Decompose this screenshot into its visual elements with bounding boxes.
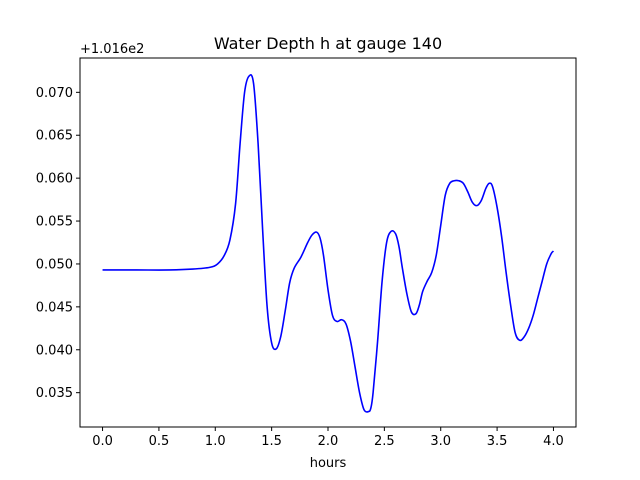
y-axis-offset-label: +1.016e2	[80, 42, 144, 57]
series-line-water-depth	[102, 74, 555, 413]
x-tick-label: 3.0	[430, 434, 451, 449]
y-tick-label: 0.050	[36, 257, 73, 272]
chart-title: Water Depth h at gauge 140	[214, 34, 442, 53]
x-tick-label: 0.5	[149, 434, 170, 449]
y-tick-label: 0.070	[36, 86, 73, 101]
y-axis-ticks: 0.035 0.040 0.045 0.050 0.055 0.060 0.065 0.070	[36, 86, 80, 401]
y-tick-label: 0.040	[36, 343, 73, 358]
x-tick-label: 4.0	[543, 434, 564, 449]
y-tick-label: 0.060	[36, 172, 73, 187]
x-tick-label: 1.5	[261, 434, 282, 449]
x-axis-label: hours	[310, 456, 347, 471]
x-axis-ticks: 0.0 0.5 1.0 1.5 2.0 2.5 3.0 3.5 4.0	[92, 427, 564, 449]
plot-area-frame	[79, 57, 577, 428]
y-tick-label: 0.035	[36, 386, 73, 401]
x-tick-label: 3.5	[487, 434, 508, 449]
y-tick-label: 0.045	[36, 300, 73, 315]
y-tick-label: 0.055	[36, 215, 73, 230]
x-tick-label: 2.5	[374, 434, 395, 449]
x-tick-label: 0.0	[92, 434, 113, 449]
x-tick-label: 2.0	[318, 434, 339, 449]
y-tick-label: 0.065	[36, 129, 73, 144]
x-tick-label: 1.0	[205, 434, 226, 449]
